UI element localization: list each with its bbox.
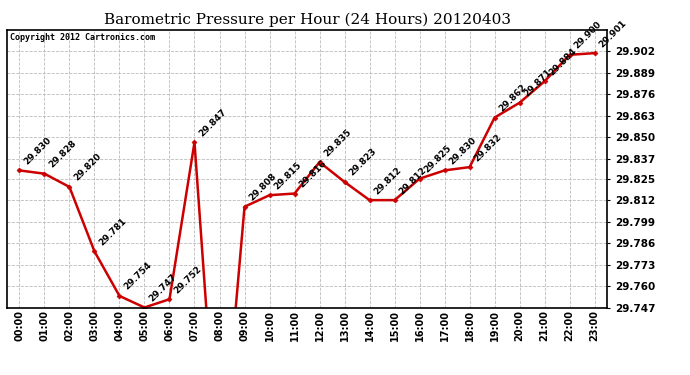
Text: 29.781: 29.781 bbox=[97, 216, 128, 247]
Text: 29.830: 29.830 bbox=[22, 135, 53, 166]
Text: 29.754: 29.754 bbox=[122, 261, 153, 292]
Text: 29.820: 29.820 bbox=[72, 152, 103, 183]
Text: 29.812: 29.812 bbox=[397, 165, 428, 196]
Text: 29.815: 29.815 bbox=[273, 160, 303, 191]
Text: 29.847: 29.847 bbox=[197, 107, 228, 138]
Text: 29.747: 29.747 bbox=[147, 272, 179, 303]
Text: 29.884: 29.884 bbox=[547, 46, 578, 77]
Text: 29.752: 29.752 bbox=[172, 264, 204, 295]
Text: 29.862: 29.862 bbox=[497, 82, 529, 113]
Text: 29.832: 29.832 bbox=[473, 132, 503, 163]
Text: 29.835: 29.835 bbox=[322, 127, 353, 158]
Text: 29.823: 29.823 bbox=[347, 147, 378, 178]
Text: 29.871: 29.871 bbox=[522, 68, 553, 99]
Text: Copyright 2012 Cartronics.com: Copyright 2012 Cartronics.com bbox=[10, 33, 155, 42]
Text: 29.828: 29.828 bbox=[47, 139, 78, 170]
Text: 29.900: 29.900 bbox=[573, 20, 603, 51]
Title: Barometric Pressure per Hour (24 Hours) 20120403: Barometric Pressure per Hour (24 Hours) … bbox=[104, 13, 511, 27]
Text: 29.808: 29.808 bbox=[247, 172, 278, 202]
Text: 29.825: 29.825 bbox=[422, 144, 453, 174]
Text: 29.901: 29.901 bbox=[598, 18, 629, 49]
Text: 29.816: 29.816 bbox=[297, 158, 328, 189]
Text: 29.812: 29.812 bbox=[373, 165, 403, 196]
Text: 29.830: 29.830 bbox=[447, 135, 478, 166]
Text: 29.634: 29.634 bbox=[0, 374, 1, 375]
